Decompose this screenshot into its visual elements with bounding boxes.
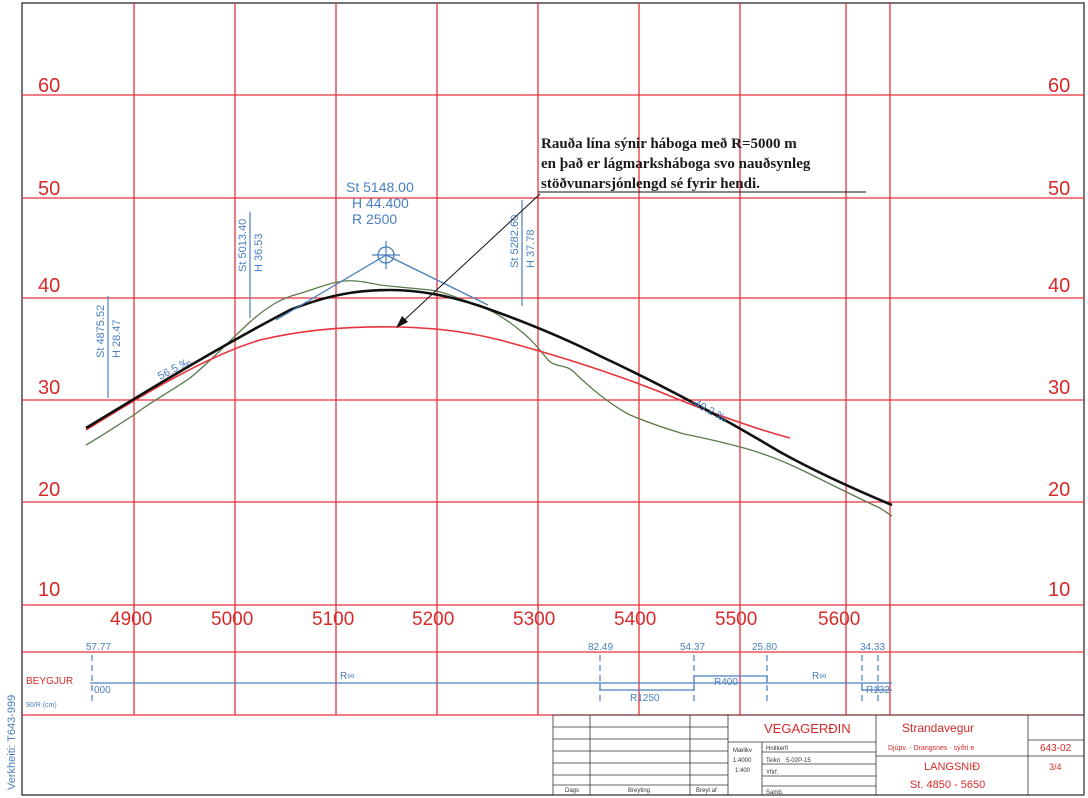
title-block [552,714,1085,796]
tb-coord-label: Hnitkerfi [766,746,788,752]
design-grade-line [85,288,893,507]
elevation-labels-right: 60 50 40 30 20 10 [1048,75,1070,601]
station-label-5200: 5200 [412,609,454,630]
curve-length-5: 34.33 [860,642,885,653]
tb-station-range: St. 4850 - 5650 [910,779,985,791]
station-label-4900: 4900 [110,609,152,630]
tb-scale-2: 1:400 [735,768,751,774]
tangent-construction [107,200,523,398]
curve-radius-1: 000 [94,685,111,696]
tb-drawing-no: 643-02 [1040,743,1072,754]
station-label-5100: 5100 [312,609,354,630]
tb-subproject: Djúpv. - Drangsnes · sýðri e [888,744,974,752]
station-label-5400: 5400 [614,609,656,630]
terrain-line [85,280,893,517]
minimum-crest-curve [85,325,791,439]
tb-date-label: Dags [565,788,579,794]
curve-length-3: 54.37 [680,642,705,653]
curve-length-2: 82.49 [588,642,613,653]
elev-label-right-40: 40 [1048,275,1070,297]
elev-label-50: 50 [38,178,60,200]
drawing-frame [21,2,1085,796]
curve-radius-4: R400 [714,677,738,688]
elev-label-right-30: 30 [1048,377,1070,399]
pvi-height: H 44.400 [352,195,409,211]
tb-scale-label: Mælikv [733,748,752,754]
elev-label-20: 20 [38,479,60,501]
elev-label-60: 60 [38,75,60,97]
station-label-5300: 5300 [513,609,555,630]
leader-arrowhead [396,316,408,328]
vst-5282-st: St 5282.60 [509,215,521,268]
grade-label-left: 56.5 ‰ [156,356,193,383]
tb-field-a: Yfirf. [766,770,779,776]
curve-radius-5: R∞ [812,671,826,682]
vst-5013-st: St 5013.40 [237,219,249,272]
elev-label-right-10: 10 [1048,579,1070,601]
annotation-line-1: Rauða lína sýnir háboga með R=5000 m [541,136,797,152]
tb-drawing-title: LANGSNIÐ [924,761,980,773]
curve-radius-3: R1250 [630,693,660,704]
tb-drawing-value: 5-02P-15 [786,758,811,764]
annotation-leader [399,193,541,325]
pvi-radius: R 2500 [352,211,397,227]
curves-band-subtitle: 90/R (cm) [26,702,57,709]
vertical-axis-label: Verkheiti: T643-999 [6,695,18,790]
tb-field-b: Samþ. [766,790,784,796]
curve-radius-6: R132 [866,685,890,696]
tb-initials-label: Breyt af [696,788,717,794]
curve-markers [91,655,892,705]
vst-5282-h: H 37.78 [525,229,537,268]
vst-4875-h: H 28.47 [111,319,123,358]
station-labels: 4900 5000 5100 5200 5300 5400 5500 5600 [110,609,860,630]
tb-org: VEGAGERÐIN [764,721,851,736]
pvi-station: St 5148.00 [346,179,414,195]
curve-length-4: 25.80 [752,642,777,653]
annotation-line-2: en það er lágmarksháboga svo nauðsynleg [541,156,811,172]
tb-change-label: Breyting [628,788,650,794]
station-label-5000: 5000 [211,609,253,630]
tb-scale-1: 1:4000 [733,758,752,764]
curve-radius-2: R∞ [340,671,354,682]
tb-project: Strandavegur [902,721,974,735]
station-label-5500: 5500 [715,609,757,630]
station-label-5600: 5600 [818,609,860,630]
curves-band-title: BEYGJUR [26,676,73,687]
annotation-line-3: stöðvunarsjónlengd sé fyrir hendi. [541,176,760,192]
tb-sheet: 3/4 [1049,762,1062,772]
elev-label-10: 10 [38,579,60,601]
tb-drawing-label: Teikn [766,758,780,764]
vst-4875-st: St 4875.52 [95,305,107,358]
elev-label-right-20: 20 [1048,479,1070,501]
elev-label-40: 40 [38,275,60,297]
elev-label-right-50: 50 [1048,178,1070,200]
curve-length-1: 57.77 [86,642,111,653]
elevation-labels-left: 60 50 40 30 20 10 [38,75,60,601]
vst-5013-h: H 36.53 [253,233,265,272]
vertical-grid [133,3,891,605]
pvi-symbol [372,241,400,269]
elev-label-30: 30 [38,377,60,399]
elev-label-right-60: 60 [1048,75,1070,97]
curve-band-grid [133,605,891,715]
